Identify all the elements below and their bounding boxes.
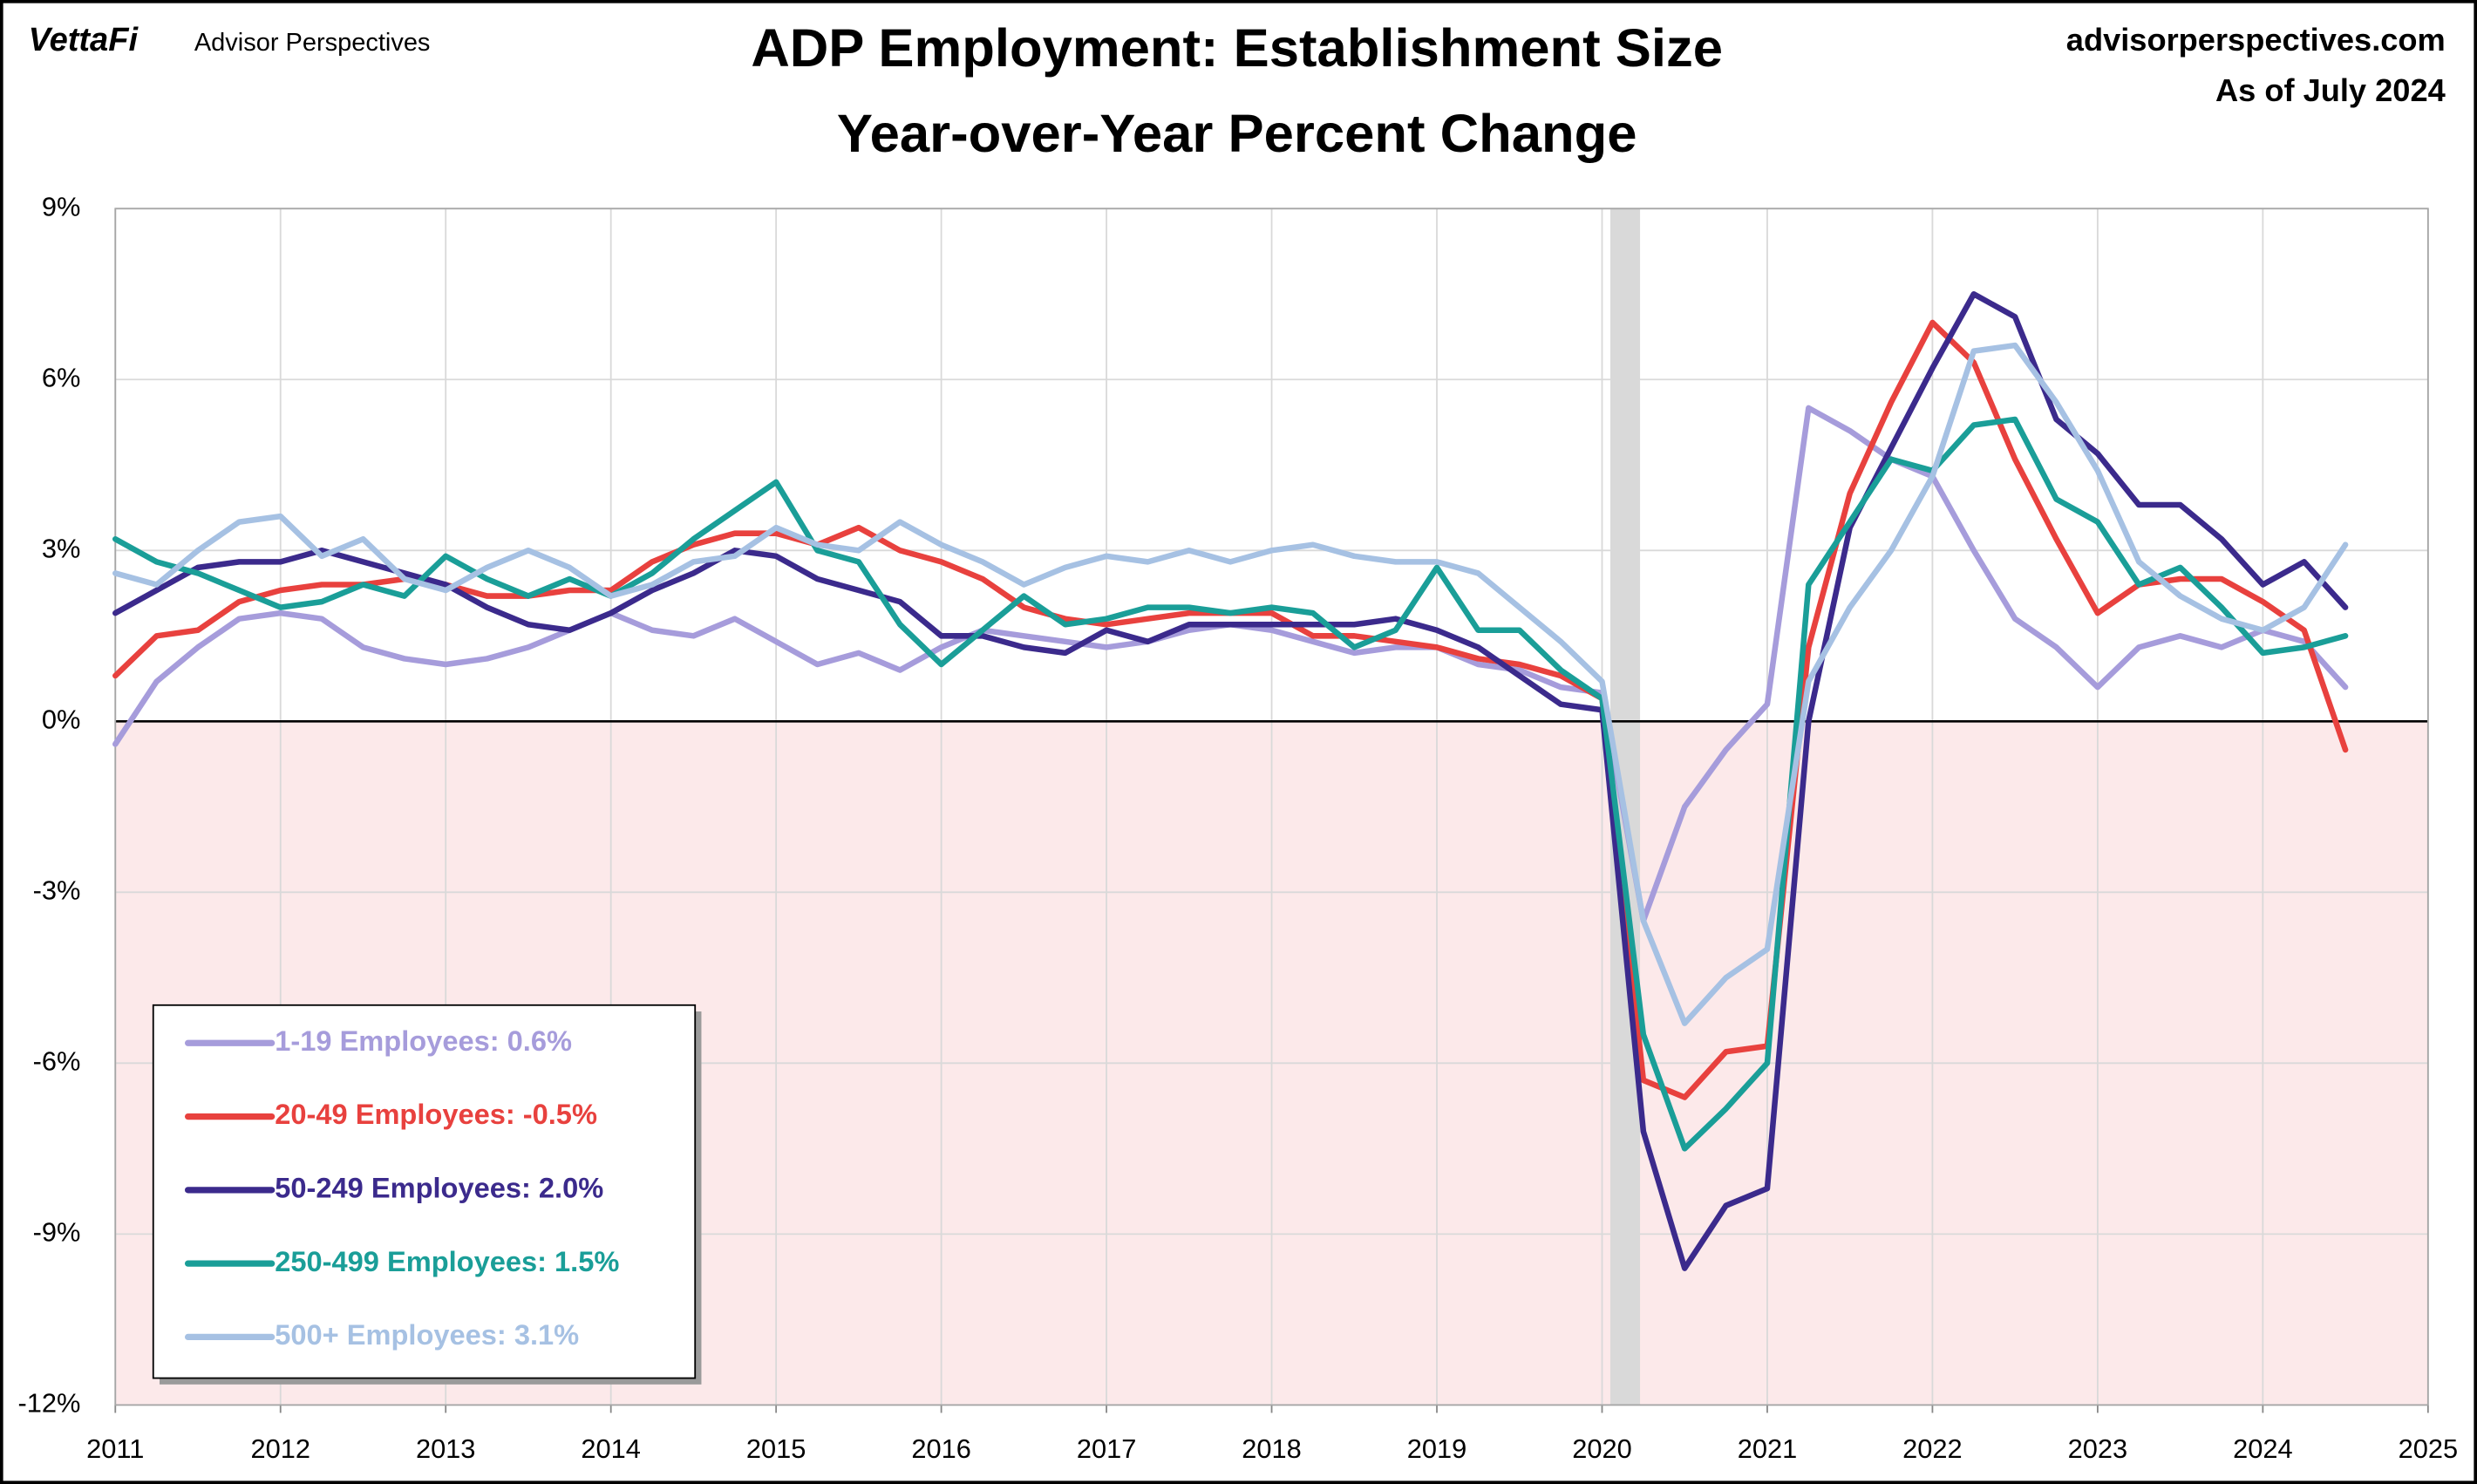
x-tick-label: 2011 [86, 1433, 144, 1464]
chart-title: ADP Employment: Establishment Size [751, 18, 1723, 78]
y-tick-label: -6% [33, 1045, 81, 1076]
legend-label: 20-49 Employees: -0.5% [275, 1098, 597, 1130]
legend-label: 500+ Employees: 3.1% [275, 1318, 579, 1351]
legend-label: 1-19 Employees: 0.6% [275, 1025, 572, 1057]
series-line [112, 291, 2349, 1271]
brand: VettaFi [29, 22, 140, 58]
site: advisorperspectives.com [2066, 22, 2446, 58]
y-tick-label: -12% [18, 1388, 81, 1419]
x-tick-label: 2017 [1077, 1433, 1137, 1464]
x-tick-label: 2018 [1242, 1433, 1302, 1464]
y-tick-label: 6% [42, 362, 81, 392]
x-tick-label: 2024 [2233, 1433, 2293, 1464]
y-tick-label: -3% [33, 875, 81, 905]
x-tick-label: 2019 [1407, 1433, 1467, 1464]
chart-subtitle: Year-over-Year Percent Change [837, 104, 1637, 164]
legend-label: 250-499 Employees: 1.5% [275, 1245, 619, 1277]
x-tick-label: 2021 [1738, 1433, 1798, 1464]
x-tick-label: 2014 [581, 1433, 641, 1464]
y-tick-label: 0% [42, 704, 81, 734]
series-line [112, 416, 2349, 1152]
x-tick-label: 2015 [746, 1433, 806, 1464]
x-tick-label: 2025 [2399, 1433, 2459, 1464]
legend-label: 50-249 Employees: 2.0% [275, 1171, 603, 1203]
plot-border [114, 208, 2429, 1406]
x-tick-label: 2020 [1572, 1433, 1632, 1464]
y-tick-label: -9% [33, 1216, 81, 1247]
y-tick-label: 3% [42, 533, 81, 563]
x-tick-label: 2016 [911, 1433, 971, 1464]
x-tick-label: 2023 [2068, 1433, 2128, 1464]
brand-sub: Advisor Perspectives [194, 29, 431, 57]
x-tick-label: 2012 [250, 1433, 310, 1464]
x-tick-label: 2022 [1902, 1433, 1963, 1464]
y-tick-label: 9% [42, 191, 81, 221]
series-line [112, 342, 2349, 1026]
x-tick-label: 2013 [416, 1433, 476, 1464]
as-of: As of July 2024 [2215, 72, 2446, 108]
